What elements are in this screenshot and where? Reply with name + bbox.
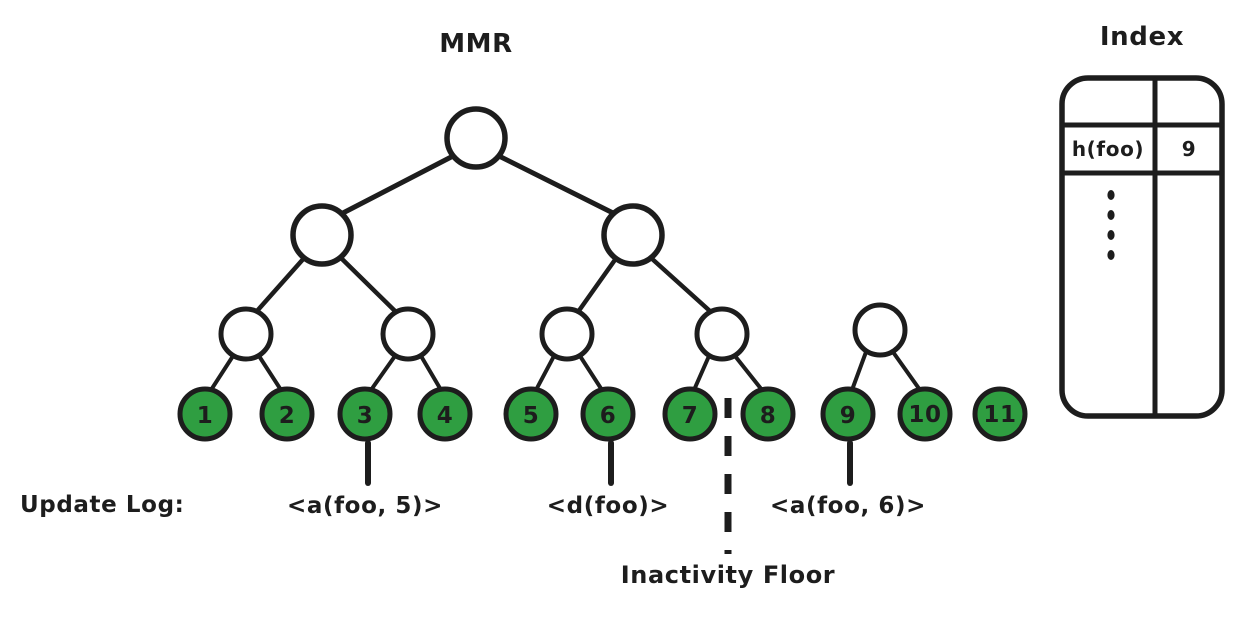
leaf-label: 10 bbox=[908, 402, 941, 428]
leaf-circle bbox=[337, 386, 393, 442]
index-table-row[interactable]: h(foo) 9 bbox=[1072, 137, 1196, 161]
update-log-entry-1: <a(foo, 5)> bbox=[287, 493, 443, 519]
update-log-label: Update Log: bbox=[20, 492, 184, 518]
leaf-node-1[interactable]: 1 bbox=[177, 386, 233, 442]
edge-n2-r bbox=[419, 354, 443, 392]
edge-n5-r bbox=[891, 350, 922, 392]
index-table-outline bbox=[1059, 75, 1225, 419]
index-table[interactable]: h(foo) 9 bbox=[1059, 75, 1225, 419]
index-ellipsis-icon bbox=[1107, 190, 1115, 260]
leaf-circle bbox=[177, 386, 233, 442]
edge-n2-l bbox=[369, 354, 397, 392]
tree-node-l3-left[interactable] bbox=[290, 203, 354, 267]
leaf-node-8[interactable]: 8 bbox=[740, 386, 796, 442]
edge-l3r-l bbox=[575, 254, 620, 315]
inactivity-floor: Inactivity Floor bbox=[621, 398, 836, 589]
edge-n4-r bbox=[733, 354, 764, 392]
leaf-circle bbox=[580, 386, 636, 442]
leaf-label: 2 bbox=[279, 403, 296, 429]
leaf-label: 5 bbox=[523, 403, 540, 429]
edge-n1-r bbox=[257, 354, 283, 392]
leaf-node-6[interactable]: 6 bbox=[580, 386, 636, 442]
leaf-label: 6 bbox=[600, 403, 617, 429]
leaf-circle bbox=[820, 386, 876, 442]
leaf-node-2[interactable]: 2 bbox=[259, 386, 315, 442]
tree-node-l2-4[interactable] bbox=[694, 306, 750, 362]
tree-node-l2-1[interactable] bbox=[218, 306, 274, 362]
edge-root-r bbox=[494, 152, 618, 217]
leaf-node-3[interactable]: 3 bbox=[337, 386, 393, 442]
tree-node-l2-3[interactable] bbox=[539, 306, 595, 362]
leaf-label: 4 bbox=[437, 403, 454, 429]
index-title: Index bbox=[1100, 22, 1184, 52]
update-log: Update Log: <a(foo, 5)> <d(foo)> <a(foo,… bbox=[20, 440, 926, 519]
leaf-node-9[interactable]: 9 bbox=[820, 386, 876, 442]
tree-node-l3-right[interactable] bbox=[601, 203, 665, 267]
leaf-label: 7 bbox=[682, 403, 699, 429]
diagram-title: MMR bbox=[439, 29, 513, 59]
update-log-entry-2: <d(foo)> bbox=[547, 493, 669, 519]
index-cell-key: h(foo) bbox=[1072, 137, 1144, 161]
leaf-nodes: 1 2 3 4 5 6 7 bbox=[177, 386, 1028, 442]
leaf-label: 9 bbox=[840, 403, 857, 429]
leaf-circle bbox=[417, 386, 473, 442]
tree-edges bbox=[209, 152, 922, 392]
edge-l3l-r bbox=[337, 254, 399, 315]
leaf-circle bbox=[503, 386, 559, 442]
edge-n1-l bbox=[209, 354, 235, 392]
internal-nodes bbox=[218, 106, 908, 362]
leaf-node-10[interactable]: 10 bbox=[897, 386, 953, 442]
tree-node-root[interactable] bbox=[444, 106, 508, 170]
leaf-circle bbox=[897, 386, 953, 442]
update-log-entry-3: <a(foo, 6)> bbox=[770, 493, 926, 519]
tree-node-l2-5[interactable] bbox=[852, 302, 908, 358]
leaf-node-11[interactable]: 11 bbox=[972, 386, 1028, 442]
leaf-circle bbox=[259, 386, 315, 442]
inactivity-floor-label: Inactivity Floor bbox=[621, 561, 836, 589]
edge-n4-l bbox=[692, 354, 711, 392]
edge-root-l bbox=[338, 152, 458, 217]
leaf-label: 8 bbox=[760, 403, 777, 429]
edge-n3-r bbox=[578, 354, 604, 392]
leaf-label: 11 bbox=[983, 402, 1016, 428]
leaf-circle bbox=[972, 386, 1028, 442]
tree-node-l2-2[interactable] bbox=[380, 306, 436, 362]
leaf-circle bbox=[740, 386, 796, 442]
index-cell-value: 9 bbox=[1182, 137, 1197, 161]
edge-n3-l bbox=[534, 354, 556, 392]
leaf-node-4[interactable]: 4 bbox=[417, 386, 473, 442]
leaf-label: 3 bbox=[357, 403, 374, 429]
edge-l3l-l bbox=[254, 254, 308, 314]
leaf-circle bbox=[662, 386, 718, 442]
leaf-node-7[interactable]: 7 bbox=[662, 386, 718, 442]
leaf-label: 1 bbox=[197, 403, 214, 429]
leaf-node-5[interactable]: 5 bbox=[503, 386, 559, 442]
edge-n5-l bbox=[850, 350, 868, 392]
edge-l3r-r bbox=[647, 254, 714, 315]
